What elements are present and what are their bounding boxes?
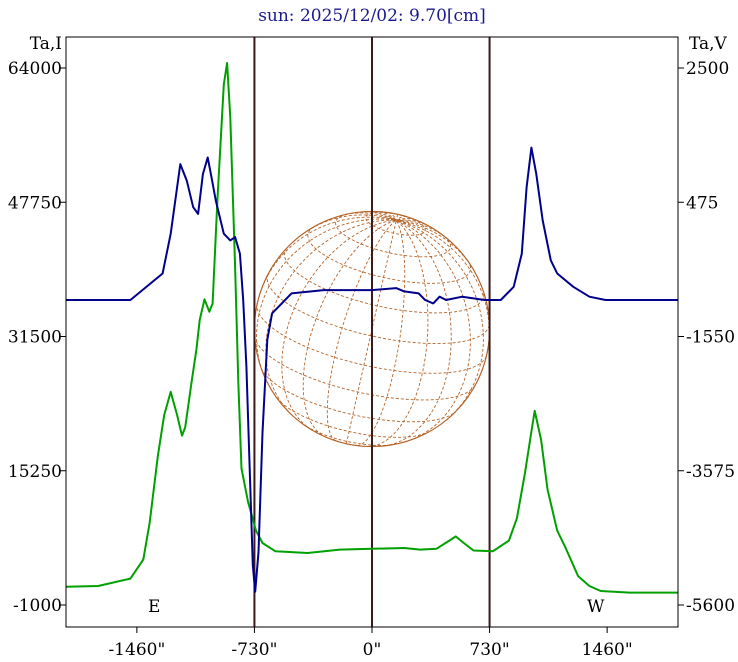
longitude-line	[396, 219, 476, 273]
right-axis-label: Ta,V	[689, 34, 728, 54]
x-tick-label: -1460"	[108, 640, 165, 660]
left-tick-label: 47750	[8, 193, 62, 213]
longitude-line	[384, 219, 452, 447]
longitude-line	[396, 219, 484, 421]
left-tick-label: 64000	[8, 59, 62, 79]
x-tick-label: 0"	[363, 640, 382, 660]
longitude-line	[396, 216, 407, 221]
series-lines	[65, 62, 678, 594]
right-tick-label: -3575	[686, 462, 735, 482]
latitude-line	[335, 213, 452, 258]
east-limb-label: E	[148, 597, 160, 617]
longitude-line	[379, 211, 397, 221]
axis-ticks: 64000 47750 31500 15250 -1000 2500 475 -1550 -35…	[8, 59, 735, 660]
left-tick-label: -1000	[13, 596, 62, 616]
longitude-line	[281, 219, 397, 430]
west-limb-label: W	[587, 597, 605, 617]
longitude-line	[326, 219, 397, 442]
longitude-line	[396, 219, 449, 241]
longitude-line	[396, 219, 471, 442]
longitude-line	[302, 214, 397, 235]
left-axis-label: Ta,I	[30, 34, 62, 54]
left-tick-label: 31500	[8, 328, 62, 348]
latitude-line	[260, 368, 456, 423]
left-tick-label: 15250	[8, 462, 62, 482]
chart-title: sun: 2025/12/02: 9.70[cm]	[258, 6, 486, 26]
right-tick-label: -1550	[686, 328, 735, 348]
x-tick-label: 1460"	[582, 640, 633, 660]
longitude-line	[357, 219, 406, 446]
longitude-line	[367, 219, 429, 447]
longitude-line	[363, 211, 397, 221]
right-tick-label: 475	[686, 193, 718, 213]
longitude-line	[256, 218, 397, 381]
longitude-line	[340, 212, 397, 221]
x-tick-label: -730"	[231, 640, 277, 660]
longitude-line	[265, 219, 397, 416]
series-0-line	[65, 62, 678, 594]
longitude-line	[396, 219, 430, 227]
right-tick-label: 2500	[686, 59, 729, 79]
longitude-line	[396, 218, 416, 221]
series-1-line	[66, 146, 678, 593]
longitude-line	[395, 214, 399, 221]
longitude-line	[302, 219, 397, 438]
right-tick-label: -5600	[686, 596, 735, 616]
solar-disk	[253, 210, 491, 448]
longitude-line	[345, 219, 397, 444]
x-tick-label: 730"	[469, 640, 509, 660]
longitude-line	[388, 212, 397, 221]
